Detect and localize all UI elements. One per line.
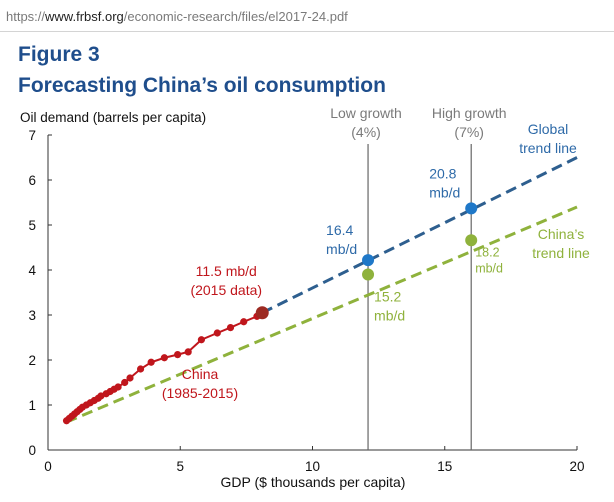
china-data-point [174, 351, 182, 359]
marker-label: 20.8 [429, 165, 456, 181]
marker-label: 18.2 [475, 245, 499, 259]
marker-label-sub: mb/d [429, 184, 460, 200]
scenario-label: High growth [432, 105, 507, 121]
x-tick-label: 10 [305, 459, 320, 474]
y-tick-label: 3 [28, 308, 36, 323]
growth-scenario-lines: Low growth (4%) High growth (7%) [330, 105, 507, 450]
x-tick-label: 5 [176, 459, 184, 474]
marker-label-sub: (2015 data) [190, 282, 262, 298]
url-domain: www.frbsf.org [45, 9, 124, 24]
url-text[interactable]: https://www.frbsf.org/economic-research/… [6, 9, 348, 24]
marker-label-sub: mb/d [326, 241, 357, 257]
address-bar[interactable]: https://www.frbsf.org/economic-research/… [0, 0, 614, 32]
china-trend-label: China’s [538, 226, 584, 242]
china-data-points [62, 312, 261, 425]
x-tick-label: 20 [569, 459, 584, 474]
global-trend-label: Global [528, 121, 568, 137]
y-tick-label: 7 [28, 128, 36, 143]
marker-label: 11.5 mb/d [196, 263, 257, 279]
x-tick-label: 0 [44, 459, 52, 474]
forecast-markers [255, 202, 478, 320]
y-tick-label: 1 [28, 398, 36, 413]
china-data-point [240, 318, 248, 326]
china-data-point [147, 358, 155, 366]
y-axis-label: Oil demand (barrels per capita) [20, 110, 206, 125]
figure-title: Forecasting China’s oil consumption [18, 74, 386, 97]
axes: 0 1 2 3 4 5 6 7 0 5 10 15 20 [28, 128, 584, 474]
marker-global-forecast [465, 202, 478, 215]
y-tick-label: 0 [28, 443, 36, 458]
marker-china-forecast [465, 234, 478, 247]
y-tick-label: 4 [28, 263, 36, 278]
china-trend-label-sub: trend line [532, 245, 590, 261]
china-data-label: China [182, 366, 219, 382]
y-tick-label: 2 [28, 353, 36, 368]
y-tick-label: 6 [28, 173, 36, 188]
url-path: /economic-research/files/el2017-24.pdf [123, 9, 348, 24]
china-data-point [213, 329, 221, 337]
china-data-point [114, 383, 122, 391]
china-data-point [197, 336, 206, 344]
y-tick-label: 5 [28, 218, 36, 233]
china-data-point [126, 374, 134, 382]
global-trend-line [261, 156, 578, 315]
marker-china-forecast [362, 268, 375, 281]
marker-2015 [255, 306, 269, 320]
x-axis-label: GDP ($ thousands per capita) [221, 474, 406, 490]
url-scheme: https:// [6, 9, 46, 24]
marker-label: 16.4 [326, 222, 353, 238]
china-data-point [160, 354, 168, 362]
china-data-point [136, 365, 145, 373]
china-trend-line [65, 205, 578, 424]
china-data-point [226, 324, 235, 332]
marker-label-sub: mb/d [374, 308, 405, 324]
marker-global-forecast [362, 254, 375, 267]
marker-label: 15.2 [374, 289, 401, 305]
marker-label-sub: mb/d [475, 261, 503, 275]
figure-label: Figure 3 [18, 43, 100, 66]
trend-lines [65, 156, 578, 424]
china-data-point [121, 378, 129, 387]
china-data-point [184, 348, 192, 356]
china-data-line [65, 315, 258, 422]
global-trend-label-sub: trend line [519, 140, 577, 156]
x-tick-label: 15 [437, 459, 452, 474]
annotations: 11.5 mb/d (2015 data) 16.4 mb/d 15.2 mb/d 20.8… [162, 121, 590, 401]
scenario-label: Low growth [330, 105, 402, 121]
scenario-rate: (4%) [351, 124, 381, 140]
china-data-label-sub: (1985-2015) [162, 385, 238, 401]
scenario-rate: (7%) [454, 124, 484, 140]
